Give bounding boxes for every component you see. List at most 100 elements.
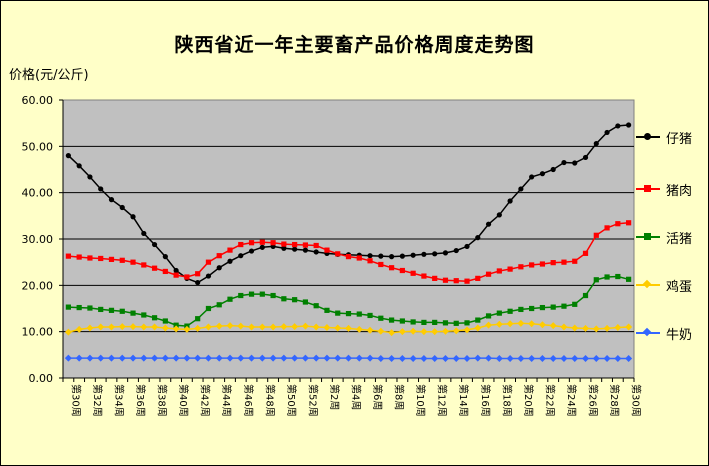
y-tick-label: 10.00 [22, 326, 54, 339]
data-point-3 [549, 322, 557, 330]
data-point-4 [614, 355, 622, 363]
data-point-1 [442, 277, 449, 283]
data-point-4 [280, 354, 288, 362]
data-point-3 [215, 322, 223, 330]
data-point-1 [572, 258, 578, 264]
data-point-3 [474, 324, 482, 332]
legend-item: 仔猪 [636, 128, 692, 147]
data-point-2 [475, 317, 481, 323]
data-point-1 [324, 247, 330, 253]
data-point-3 [183, 325, 191, 333]
data-point-0 [141, 230, 147, 237]
data-point-4 [183, 354, 191, 362]
data-point-0 [399, 253, 405, 259]
y-axis: 0.00 10.00 20.00 30.00 40.00 50.00 60.00 [22, 94, 64, 385]
data-point-0 [378, 253, 384, 259]
y-tick-label: 20.00 [22, 279, 54, 292]
y-axis-label: 价格(元/公斤) [9, 68, 89, 83]
data-point-3 [151, 323, 159, 331]
x-tick-label: 第8周 [393, 384, 406, 410]
data-point-1 [130, 259, 136, 265]
data-point-4 [528, 355, 536, 363]
data-point-4 [291, 354, 299, 362]
data-point-0 [539, 171, 546, 177]
data-point-2 [173, 322, 179, 328]
data-point-1 [604, 225, 610, 231]
data-point-2 [292, 297, 298, 303]
data-point-2 [399, 318, 405, 324]
data-point-3 [517, 319, 525, 327]
data-point-0 [281, 245, 287, 251]
data-point-3 [86, 324, 94, 332]
data-point-4 [474, 354, 482, 362]
data-point-4 [86, 354, 94, 362]
data-point-1 [108, 256, 115, 262]
data-point-1 [119, 257, 125, 263]
x-tick-label: 第42周 [199, 384, 212, 417]
x-tick-label: 第24周 [565, 384, 578, 417]
data-point-0 [507, 198, 513, 204]
x-tick-label: 第34周 [112, 384, 125, 417]
data-point-2 [529, 305, 535, 312]
data-point-3 [560, 323, 568, 331]
data-point-3 [528, 320, 536, 328]
data-point-0 [464, 243, 470, 250]
data-point-0 [108, 197, 115, 203]
data-point-2 [356, 311, 362, 317]
y-tick-label: 30.00 [22, 233, 54, 246]
data-point-1 [173, 272, 179, 278]
data-point-3 [463, 326, 471, 334]
x-tick-label: 第32周 [91, 384, 104, 417]
data-point-4 [161, 354, 169, 362]
data-point-2 [421, 319, 427, 325]
data-point-4 [420, 355, 428, 363]
data-point-3 [603, 324, 611, 332]
x-tick-label: 第10周 [414, 384, 427, 417]
x-tick-label: 第14周 [457, 384, 470, 417]
data-point-4 [463, 355, 471, 363]
data-point-2 [604, 274, 610, 280]
data-point-0 [151, 241, 158, 248]
data-point-3 [280, 323, 288, 331]
x-tick-label: 第40周 [177, 384, 190, 417]
data-point-1 [464, 278, 470, 284]
data-point-2 [432, 319, 438, 325]
data-point-4 [560, 355, 568, 363]
data-point-2 [335, 310, 341, 316]
data-point-3 [485, 321, 493, 329]
data-point-1 [162, 268, 168, 275]
legend-item: 鸡蛋 [636, 276, 692, 295]
data-point-0 [302, 247, 309, 253]
data-point-4 [538, 355, 546, 363]
data-point-3 [614, 323, 622, 331]
data-point-4 [204, 354, 212, 362]
data-point-2 [130, 310, 136, 316]
data-point-3 [64, 328, 72, 336]
data-point-2 [227, 296, 233, 302]
data-point-2 [496, 310, 502, 316]
data-point-2 [442, 320, 449, 326]
data-point-2 [76, 304, 82, 311]
data-point-1 [388, 265, 395, 271]
data-point-0 [388, 254, 395, 260]
series-markers [64, 122, 633, 363]
legend-swatch [636, 185, 660, 192]
data-point-3 [495, 320, 503, 328]
data-point-1 [98, 255, 104, 262]
data-point-2 [205, 305, 212, 312]
data-point-1 [561, 259, 567, 265]
data-point-1 [626, 220, 632, 226]
data-point-3 [301, 322, 309, 330]
data-point-1 [292, 241, 298, 248]
data-point-2 [281, 296, 287, 302]
data-point-3 [398, 328, 406, 336]
x-tick-label: 第48周 [263, 384, 276, 417]
data-point-0 [367, 253, 373, 259]
x-tick-label: 第22周 [543, 384, 556, 417]
data-point-4 [301, 354, 309, 362]
data-point-0 [87, 174, 93, 180]
data-point-0 [518, 186, 524, 192]
y-tick-label: 50.00 [22, 140, 54, 153]
data-point-3 [194, 324, 202, 332]
